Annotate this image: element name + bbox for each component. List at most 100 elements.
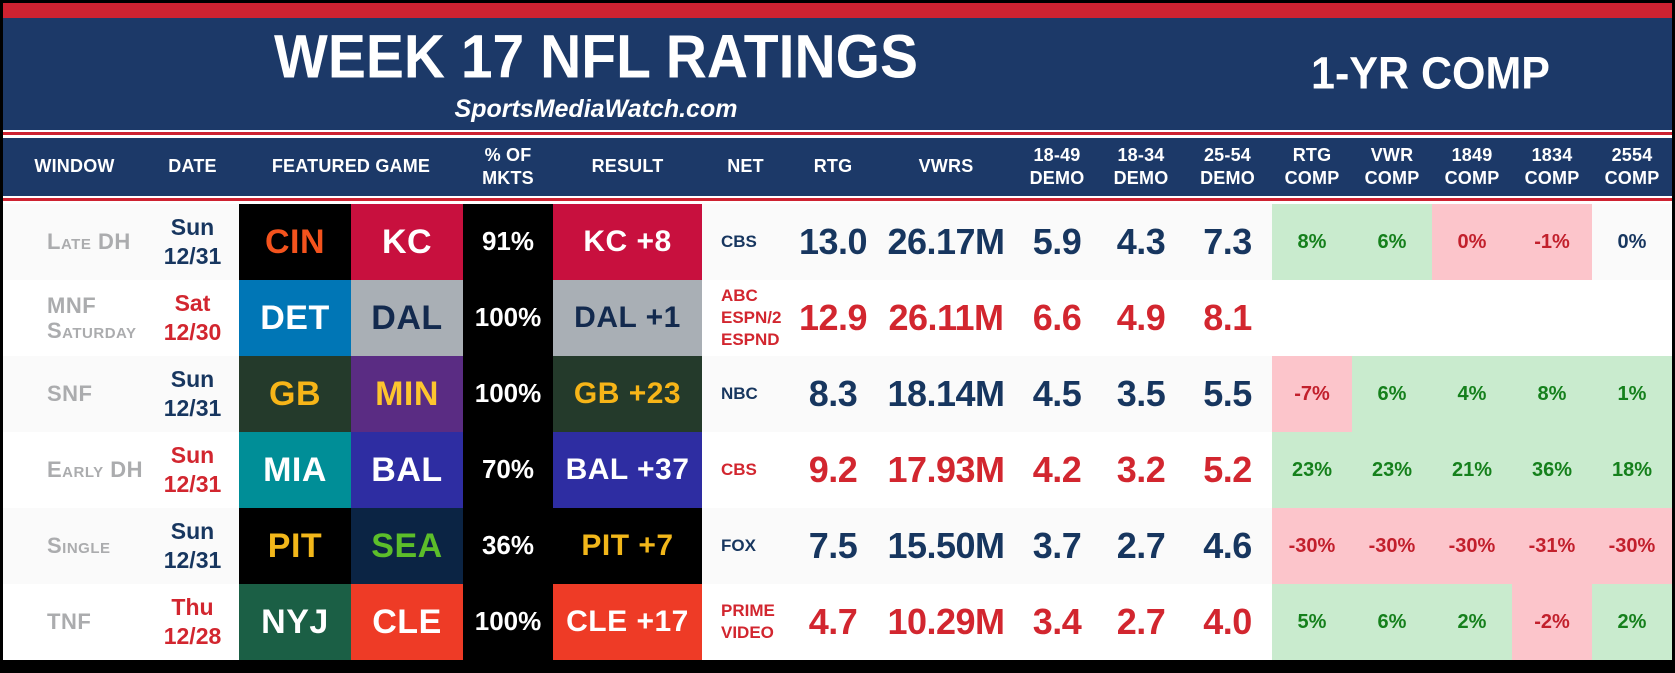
demo-1849-cell: 5.9 bbox=[1032, 221, 1082, 263]
masthead-left: WEEK 17 NFL RATINGS SportsMediaWatch.com bbox=[3, 18, 1189, 130]
comp-cell-3: 2% bbox=[1432, 584, 1512, 660]
column-header-vwrs: VWRS bbox=[918, 156, 974, 177]
masthead: WEEK 17 NFL RATINGS SportsMediaWatch.com… bbox=[3, 18, 1672, 130]
column-header-game: FEATURED GAME bbox=[271, 156, 431, 177]
result-cell: CLE +17 bbox=[553, 584, 702, 660]
result-cell: DAL +1 bbox=[553, 280, 702, 356]
top-red-bar bbox=[3, 3, 1672, 18]
table-row: SNF Sun 12/31 GB MIN 100% GB +23 NBC 8.3 18.14M 4.… bbox=[3, 356, 1672, 432]
column-header-mkts: % OF MKTS bbox=[482, 144, 534, 188]
window-label: SNF bbox=[47, 381, 93, 407]
result-cell: GB +23 bbox=[553, 356, 702, 432]
away-team: PIT bbox=[239, 508, 351, 584]
window-label: Single bbox=[47, 533, 111, 559]
column-header-c1849: 1849 COMP bbox=[1444, 144, 1500, 188]
comp-cell-5: -30% bbox=[1592, 508, 1672, 584]
demo-1849-cell: 6.6 bbox=[1032, 297, 1082, 339]
column-header-d1834: 18-34 DEMO bbox=[1113, 144, 1169, 188]
pct-of-markets-cell: 70% bbox=[463, 432, 553, 508]
demo-1834-cell: 3.2 bbox=[1116, 449, 1166, 491]
comp-cell-3: 0% bbox=[1432, 204, 1512, 280]
comp-period-label: 1-YR COMP bbox=[1311, 48, 1550, 99]
result-cell: KC +8 bbox=[553, 204, 702, 280]
date-cell: Sun 12/31 bbox=[163, 366, 222, 421]
date-cell: Sun 12/31 bbox=[163, 214, 222, 269]
date-cell: Sun 12/31 bbox=[163, 518, 222, 573]
home-team: BAL bbox=[351, 432, 463, 508]
result-cell: BAL +37 bbox=[553, 432, 702, 508]
comp-cell-4: -2% bbox=[1512, 584, 1592, 660]
demo-1834-cell: 2.7 bbox=[1116, 525, 1166, 567]
pct-of-markets-cell: 100% bbox=[463, 356, 553, 432]
comp-cell-3: 21% bbox=[1432, 432, 1512, 508]
comp-cell-5: 1% bbox=[1592, 356, 1672, 432]
result-cell: PIT +7 bbox=[553, 508, 702, 584]
divider-stripe-top bbox=[3, 130, 1672, 138]
window-label: Early DH bbox=[47, 457, 144, 483]
window-label: TNF bbox=[47, 609, 92, 635]
comp-cell-1: 23% bbox=[1272, 432, 1352, 508]
demo-2554-cell: 4.6 bbox=[1203, 525, 1252, 567]
away-team: NYJ bbox=[239, 584, 351, 660]
rating-cell: 7.5 bbox=[808, 525, 858, 567]
demo-1834-cell: 2.7 bbox=[1116, 601, 1166, 643]
bottom-black-bar bbox=[3, 660, 1672, 673]
column-header-date: DATE bbox=[168, 156, 217, 177]
network-cell: FOX bbox=[721, 535, 756, 555]
comp-cell-4 bbox=[1512, 280, 1592, 356]
demo-1849-cell: 3.4 bbox=[1032, 601, 1082, 643]
demo-1849-cell: 3.7 bbox=[1032, 525, 1082, 567]
comp-cell-2: -30% bbox=[1352, 508, 1432, 584]
comp-cell-1: 5% bbox=[1272, 584, 1352, 660]
comp-cell-1: 8% bbox=[1272, 204, 1352, 280]
home-team: KC bbox=[351, 204, 463, 280]
away-team: DET bbox=[239, 280, 351, 356]
comp-cell-4: 36% bbox=[1512, 432, 1592, 508]
pct-of-markets-cell: 91% bbox=[463, 204, 553, 280]
comp-cell-4: 8% bbox=[1512, 356, 1592, 432]
column-header-net: NET bbox=[727, 156, 764, 177]
comp-cell-4: -31% bbox=[1512, 508, 1592, 584]
site-name: SportsMediaWatch.com bbox=[454, 94, 738, 123]
home-team: CLE bbox=[351, 584, 463, 660]
network-cell: NBC bbox=[721, 383, 758, 403]
column-header-result: RESULT bbox=[591, 156, 664, 177]
away-team: CIN bbox=[239, 204, 351, 280]
comp-cell-5: 2% bbox=[1592, 584, 1672, 660]
rating-cell: 9.2 bbox=[808, 449, 858, 491]
comp-cell-3 bbox=[1432, 280, 1512, 356]
date-cell: Thu 12/28 bbox=[163, 594, 222, 649]
comp-cell-2: 6% bbox=[1352, 584, 1432, 660]
comp-cell-1 bbox=[1272, 280, 1352, 356]
rating-cell: 13.0 bbox=[798, 221, 868, 263]
column-header-row: WINDOW DATE FEATURED GAME % OF MKTS RESULT NE… bbox=[3, 138, 1672, 196]
comp-cell-5: 0% bbox=[1617, 231, 1647, 253]
demo-2554-cell: 4.0 bbox=[1203, 601, 1252, 643]
column-header-d2554: 25-54 DEMO bbox=[1200, 144, 1255, 188]
home-team: MIN bbox=[351, 356, 463, 432]
away-team: MIA bbox=[239, 432, 351, 508]
demo-2554-cell: 8.1 bbox=[1203, 297, 1252, 339]
home-team: SEA bbox=[351, 508, 463, 584]
network-cell: ABC ESPN/2 ESPND bbox=[721, 285, 782, 350]
viewers-cell: 26.11M bbox=[888, 297, 1004, 339]
column-header-window: WINDOW bbox=[34, 156, 115, 177]
pct-of-markets-cell: 36% bbox=[463, 508, 553, 584]
demo-1849-cell: 4.5 bbox=[1032, 373, 1082, 415]
column-header-rtgcomp: RTG COMP bbox=[1284, 144, 1340, 188]
comp-cell-2: 6% bbox=[1352, 356, 1432, 432]
comp-cell-1: -7% bbox=[1272, 356, 1352, 432]
column-header-vwrcomp: VWR COMP bbox=[1364, 144, 1420, 188]
table-row: Single Sun 12/31 PIT SEA 36% PIT +7 FOX 7.5 15.50… bbox=[3, 508, 1672, 584]
rating-cell: 4.7 bbox=[808, 601, 858, 643]
comp-cell-3: 4% bbox=[1432, 356, 1512, 432]
comp-cell-2: 23% bbox=[1352, 432, 1432, 508]
network-cell: CBS bbox=[721, 231, 757, 251]
masthead-right: 1-YR COMP bbox=[1189, 18, 1672, 130]
table-row: Early DH Sun 12/31 MIA BAL 70% BAL +37 CBS 9.2 17… bbox=[3, 432, 1672, 508]
window-label: Late DH bbox=[47, 229, 131, 255]
column-header-rtg: RTG bbox=[813, 156, 853, 177]
column-header-c2554: 2554 COMP bbox=[1604, 144, 1660, 188]
divider-stripe-bottom bbox=[3, 196, 1672, 204]
